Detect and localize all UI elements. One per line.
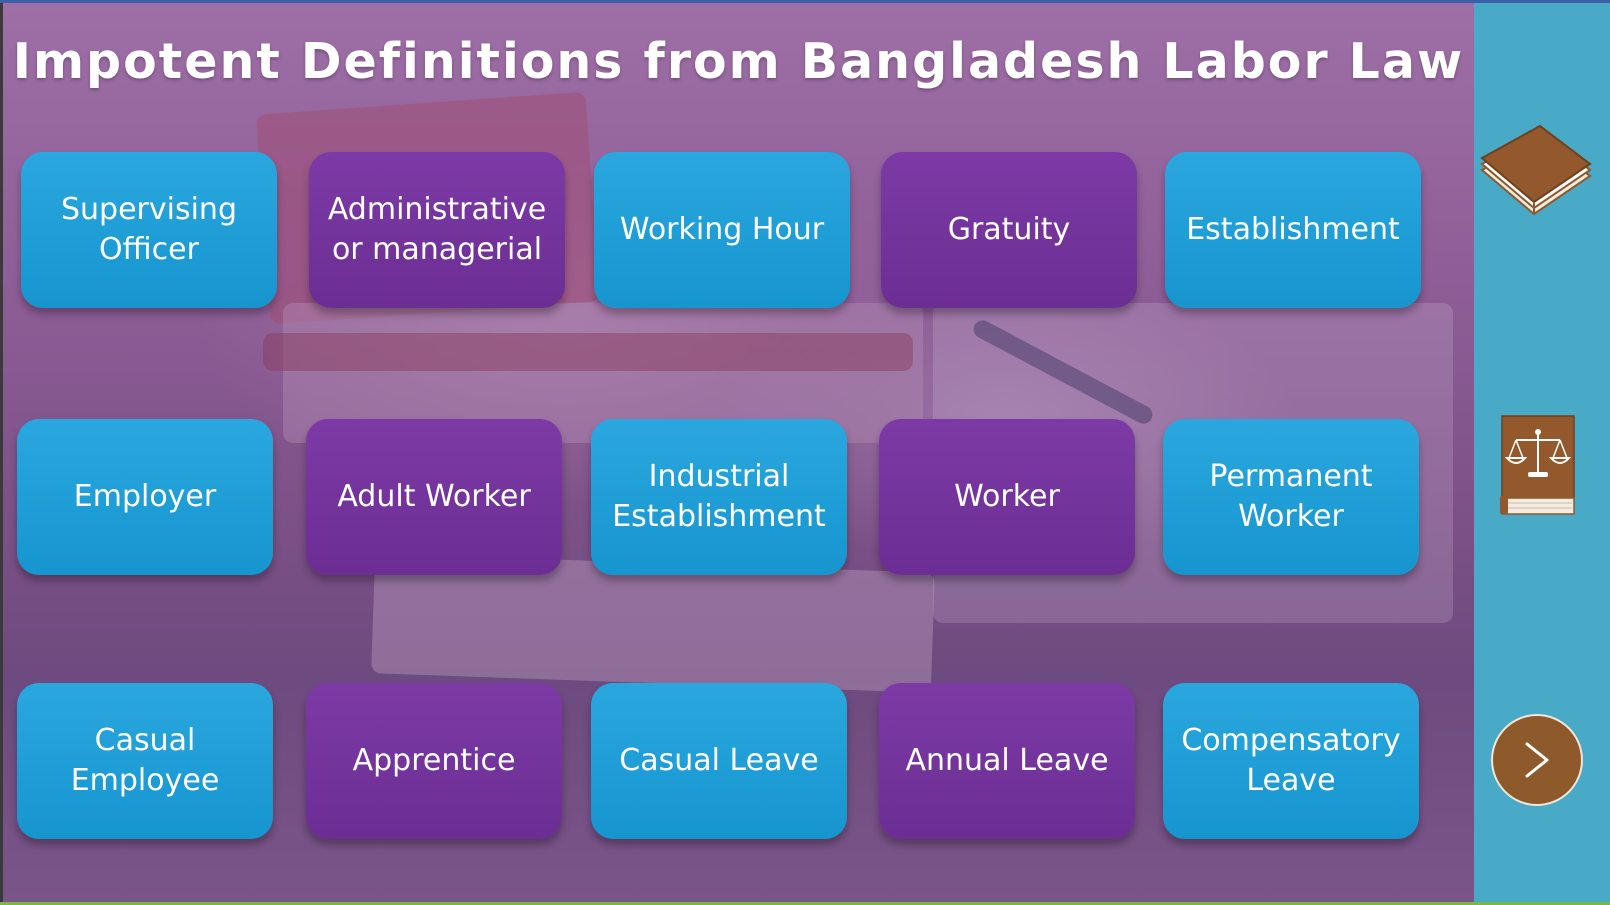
background-book-image (263, 333, 913, 371)
tile-supervising-officer[interactable]: Supervising Officer (21, 152, 277, 308)
tile-employer[interactable]: Employer (17, 419, 273, 575)
tile-worker[interactable]: Worker (879, 419, 1135, 575)
slide-canvas: Impotent Definitions from Bangladesh Lab… (3, 3, 1474, 902)
slide-title: Impotent Definitions from Bangladesh Lab… (12, 33, 1465, 90)
next-slide-button[interactable] (1491, 714, 1583, 806)
law-book-scales-icon[interactable] (1500, 414, 1576, 518)
tile-administrative-or-managerial[interactable]: Administrative or managerial (309, 152, 565, 308)
tile-establishment[interactable]: Establishment (1165, 152, 1421, 308)
book-icon[interactable] (1478, 118, 1594, 222)
tile-adult-worker[interactable]: Adult Worker (306, 419, 562, 575)
window-top-border (0, 0, 1610, 3)
tile-industrial-establishment[interactable]: Industrial Establishment (591, 419, 847, 575)
tile-annual-leave[interactable]: Annual Leave (879, 683, 1135, 839)
tile-casual-leave[interactable]: Casual Leave (591, 683, 847, 839)
tile-working-hour[interactable]: Working Hour (594, 152, 850, 308)
tile-permanent-worker[interactable]: Permanent Worker (1163, 419, 1419, 575)
tile-casual-employee[interactable]: Casual Employee (17, 683, 273, 839)
tile-compensatory-leave[interactable]: Compensatory Leave (1163, 683, 1419, 839)
tile-gratuity[interactable]: Gratuity (881, 152, 1137, 308)
next-arrow-icon (1525, 742, 1549, 778)
window-bottom-border (0, 902, 1610, 905)
tile-apprentice[interactable]: Apprentice (306, 683, 562, 839)
